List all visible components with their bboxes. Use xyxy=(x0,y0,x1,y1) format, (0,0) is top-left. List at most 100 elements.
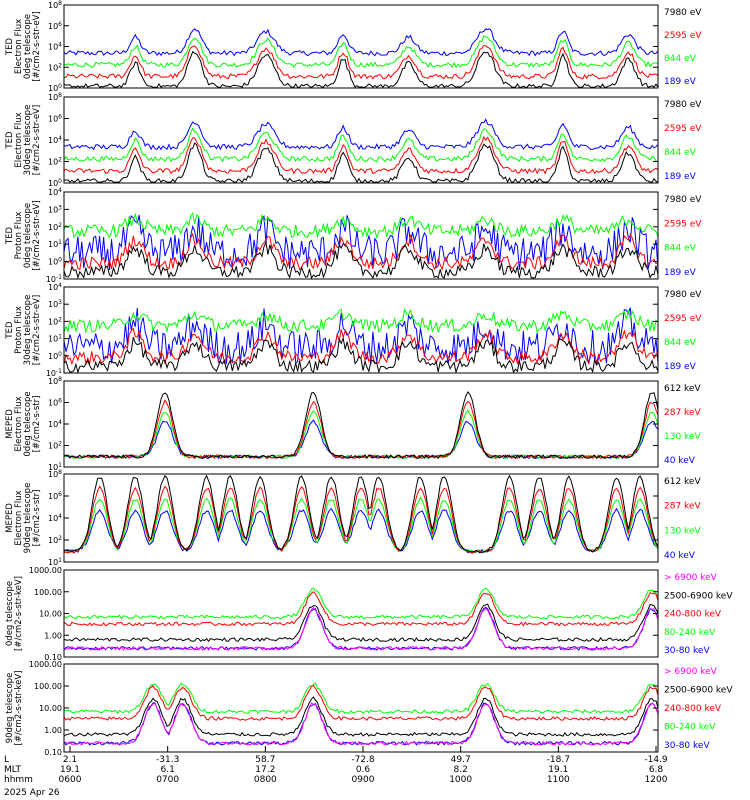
y-tick-label: 102 xyxy=(48,441,62,451)
panel-frame xyxy=(63,473,659,563)
panel-4: TED Proton Flux 30deg telescope [#/cm2-s-st… xyxy=(5,286,702,374)
x-tick-label-hhmm: 0800 xyxy=(254,775,277,785)
y-tick-label: 100.00 xyxy=(34,682,62,691)
series-line-green xyxy=(63,307,659,334)
legend-entry: 2595 eV xyxy=(664,124,702,134)
y-axis-label: Proton Flux xyxy=(14,212,24,260)
panel-frame xyxy=(63,286,659,374)
date-label: 2025 Apr 26 xyxy=(4,788,60,798)
legend-entry: 7980 eV xyxy=(664,290,702,300)
legend-entry: 7980 eV xyxy=(664,8,702,18)
series-line-black xyxy=(63,474,659,554)
y-tick-label: 0.10 xyxy=(44,653,62,662)
y-axis-label: 90deg telescope xyxy=(23,483,33,554)
x-tick-label-l: -72.8 xyxy=(351,755,375,765)
series-line-green xyxy=(63,587,659,620)
panel-2: TED Electron Flux 30deg telescope [#/cm2-s-… xyxy=(5,96,702,184)
x-tick-label-l: 58.7 xyxy=(255,755,275,765)
legend-entry: 2595 eV xyxy=(664,219,702,229)
y-axis-label: [#/cm2-s-str-eV] xyxy=(32,11,42,81)
series-line-magenta xyxy=(63,702,659,746)
y-tick-label: 10-1 xyxy=(46,368,62,378)
panel-7: 0deg telescope [#/cm2-s-str-keV] > 6900 ke… xyxy=(5,569,733,658)
x-tick-label-mlt: 19.1 xyxy=(548,765,568,775)
series-line-black xyxy=(63,141,659,184)
y-tick-label: 102 xyxy=(48,222,62,232)
y-axis-label: [#/cm2-s-str-eV] xyxy=(32,200,42,270)
legend-entry: 80-240 keV xyxy=(664,628,716,638)
y-tick-label: 100.00 xyxy=(34,588,62,597)
series-line-blue xyxy=(63,702,659,746)
panel-6: MEPED Electron Flux 90deg telescope [#/cm2-… xyxy=(5,473,701,563)
series-line-red xyxy=(63,591,659,627)
y-tick-label: 106 xyxy=(48,114,62,124)
legend-entry: 40 keV xyxy=(664,551,696,561)
y-tick-label: 104 xyxy=(48,135,62,145)
x-axis: 2.119.10600-31.36.1070058.717.20800-72.8… xyxy=(4,746,668,798)
y-axis-label: 30deg telescope xyxy=(23,295,33,366)
x-tick-label-l: 2.1 xyxy=(63,755,77,765)
panel-frame xyxy=(63,96,659,184)
series-line-red xyxy=(63,485,659,554)
x-tick-label-l: -18.7 xyxy=(547,755,570,765)
series-line-black xyxy=(63,50,659,89)
x-tick-label-hhmm: 0900 xyxy=(352,775,375,785)
x-tick-label-l: -14.9 xyxy=(644,755,668,765)
series-line-blue xyxy=(63,214,659,271)
y-tick-label: 108 xyxy=(48,376,62,386)
y-tick-label: 108 xyxy=(48,0,62,10)
legend-entry: 7980 eV xyxy=(664,100,702,110)
y-axis-label: Proton Flux xyxy=(14,306,24,354)
legend-entry: 2500-6900 keV xyxy=(664,686,733,696)
series-line-red xyxy=(63,44,659,80)
x-row-label: L xyxy=(4,755,9,765)
series-line-black xyxy=(63,240,659,280)
series-line-green xyxy=(63,409,659,460)
panel-frame xyxy=(63,191,659,280)
y-tick-label: 104 xyxy=(48,513,62,523)
x-tick-label-l: 49.7 xyxy=(451,755,471,765)
y-axis-label: [#/cm2-s-str-eV] xyxy=(32,105,42,175)
series-line-green xyxy=(63,496,659,554)
x-tick-label-hhmm: 0600 xyxy=(59,775,82,785)
panel-1: TED Electron Flux 0deg telescope [#/cm2-s-s… xyxy=(5,4,702,89)
legend-entry: 189 eV xyxy=(664,172,697,182)
y-axis-label: 0deg telescope xyxy=(23,14,33,79)
y-axis-label: [#/cm2-s-str-keV] xyxy=(14,576,24,651)
y-tick-label: 102 xyxy=(48,157,62,167)
legend-entry: 130 keV xyxy=(664,432,701,442)
legend-entry: > 6900 keV xyxy=(664,667,718,677)
y-tick-label: 104 xyxy=(48,42,62,52)
legend-entry: 240-800 keV xyxy=(664,610,722,620)
y-tick-label: 104 xyxy=(48,187,62,197)
legend-entry: > 6900 keV xyxy=(664,573,718,583)
y-tick-label: 102 xyxy=(48,62,62,72)
y-tick-label: 10.00 xyxy=(39,704,62,713)
series-line-red xyxy=(63,232,659,272)
x-tick-label-l: -31.3 xyxy=(156,755,179,765)
y-tick-label: 10-1 xyxy=(46,274,62,284)
y-axis-label: TED xyxy=(5,37,15,56)
panel-5: MEPED Electron Flux 0deg telescope [#/cm2-s… xyxy=(5,380,701,468)
y-axis-label: MEPED xyxy=(5,503,15,533)
x-tick-label-mlt: 6.1 xyxy=(161,765,175,775)
x-tick-label-mlt: 6.8 xyxy=(649,765,664,775)
panel-frame xyxy=(63,663,659,753)
series-line-black xyxy=(63,336,659,374)
y-tick-label: 108 xyxy=(48,92,62,102)
y-tick-label: 100 xyxy=(48,351,62,361)
series-line-blue xyxy=(63,606,659,651)
y-tick-label: 1000.00 xyxy=(29,566,62,575)
series-line-green xyxy=(63,212,659,240)
series-line-green xyxy=(63,682,659,715)
panel-3: TED Proton Flux 0deg telescope [#/cm2-s-str… xyxy=(5,191,702,280)
legend-entry: 7980 eV xyxy=(664,195,702,205)
legend-entry: 130 keV xyxy=(664,526,701,536)
y-tick-label: 101 xyxy=(48,557,62,567)
y-axis-label: TED xyxy=(5,321,15,340)
x-tick-label-mlt: 19.1 xyxy=(60,765,80,775)
y-tick-label: 100 xyxy=(48,257,62,267)
legend-entry: 189 eV xyxy=(664,268,697,278)
series-line-black xyxy=(63,603,659,643)
legend-entry: 2500-6900 keV xyxy=(664,591,733,601)
